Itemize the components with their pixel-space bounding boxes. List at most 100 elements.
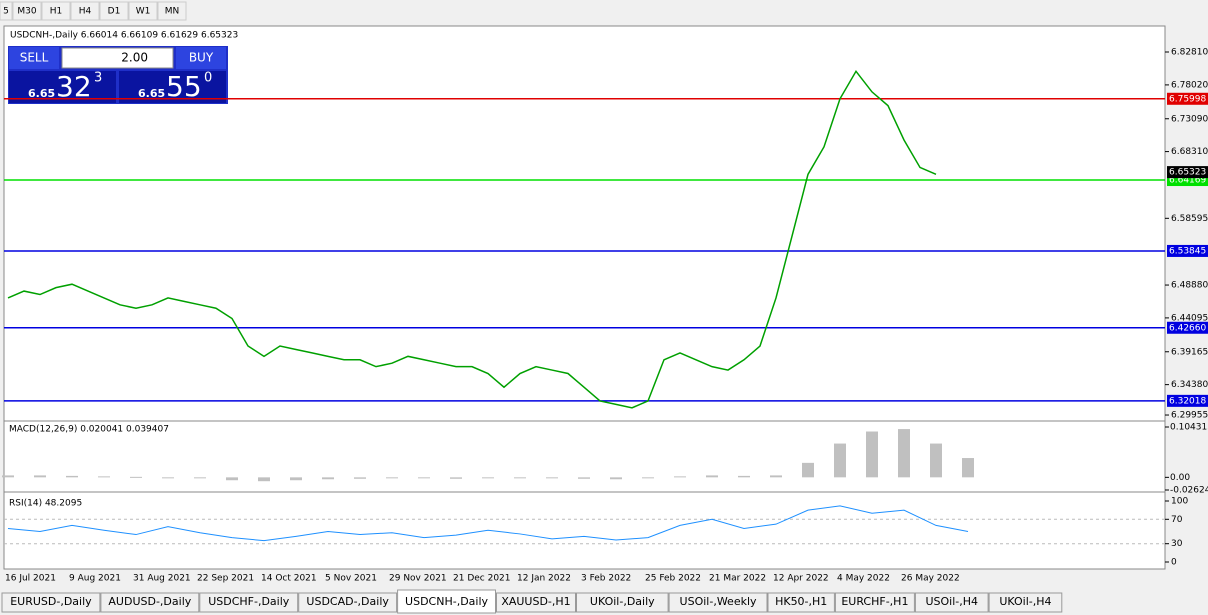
tab[interactable] [668, 592, 768, 613]
macd-bar [194, 477, 206, 479]
macd-bar [290, 477, 302, 481]
sell-big: 32 [56, 70, 92, 103]
date-label: 5 Nov 2021 [325, 574, 377, 584]
tab[interactable] [576, 592, 669, 613]
tab-label: EURUSD-,Daily [10, 595, 92, 608]
date-label: 25 Feb 2022 [645, 574, 701, 584]
macd-tick-label: -0.02624 [1170, 486, 1208, 496]
date-label: 21 Mar 2022 [709, 574, 766, 584]
price-line [7, 69, 937, 409]
timeframe-label: MN [165, 7, 180, 17]
tab-label: AUDUSD-,Daily [108, 595, 191, 608]
buy-prefix: 6.65 [138, 87, 165, 100]
macd-bar [258, 477, 270, 482]
rsi-tick-label: 30 [1171, 539, 1183, 549]
macd-bar [930, 443, 942, 478]
macd-bar [962, 458, 974, 478]
date-label: 4 May 2022 [837, 574, 890, 584]
macd-bar [98, 476, 110, 478]
macd-bar [738, 475, 750, 478]
tab[interactable] [100, 592, 200, 613]
macd-bar [834, 443, 846, 478]
tab-label: XAUUSD-,H1 [501, 595, 570, 608]
timeframe-label: H1 [50, 7, 63, 17]
tab[interactable] [914, 592, 989, 613]
tab[interactable] [298, 592, 398, 613]
date-label: 3 Feb 2022 [581, 574, 631, 584]
macd-bar [610, 477, 622, 480]
timeframe-label: D1 [108, 7, 121, 17]
tab-label: UKOil-,H4 [999, 595, 1051, 608]
macd-bar [482, 477, 494, 479]
macd-bar [418, 477, 430, 479]
macd-bar [2, 475, 14, 478]
tab[interactable] [988, 592, 1063, 613]
rsi-label: RSI(14) 48.2095 [9, 499, 82, 509]
timeframe-button[interactable] [99, 1, 129, 21]
y-tick-label: 6.44095 [1171, 313, 1208, 323]
level-tag [1167, 92, 1208, 105]
tab[interactable] [767, 592, 835, 613]
macd-bar [546, 477, 558, 479]
tab[interactable] [496, 592, 576, 613]
tab[interactable] [1, 592, 101, 613]
lot-input[interactable] [61, 47, 174, 69]
tab-label: USOil-,H4 [925, 595, 978, 608]
tab-label: USDCHF-,Daily [208, 595, 290, 608]
timeframe-button[interactable] [41, 1, 71, 21]
tab-label: EURCHF-,H1 [841, 595, 908, 608]
macd-bar [130, 476, 142, 478]
tab-label: USDCNH-,Daily [405, 595, 488, 608]
macd-bar [866, 431, 878, 478]
lot-value: 2.00 [121, 51, 148, 65]
tab-label: USOil-,Weekly [680, 595, 757, 608]
date-label: 31 Aug 2021 [133, 574, 191, 584]
macd-bar [226, 477, 238, 481]
tab[interactable] [834, 592, 915, 613]
tab[interactable] [397, 589, 497, 614]
timeframe-button[interactable] [70, 1, 100, 21]
y-tick-label: 6.58595 [1171, 214, 1208, 224]
macd-tick-label: 0.00 [1170, 473, 1190, 483]
macd-bar [802, 462, 814, 478]
sell-button[interactable] [9, 47, 59, 69]
date-label: 12 Jan 2022 [517, 574, 571, 584]
y-tick-label: 6.68310 [1171, 147, 1208, 157]
rsi-tick-label: 0 [1171, 558, 1177, 568]
tab-label: HK50-,H1 [775, 595, 827, 608]
date-label: 9 Aug 2021 [69, 574, 121, 584]
y-tick-label: 6.73090 [1171, 114, 1208, 124]
timeframe-button[interactable] [128, 1, 158, 21]
y-tick-label: 6.82810 [1171, 48, 1208, 58]
macd-bar [770, 475, 782, 478]
macd-bar [706, 475, 718, 478]
timeframe-button[interactable] [12, 1, 42, 21]
level-label: 6.64169 [1169, 176, 1206, 186]
rsi-tick-label: 70 [1171, 515, 1183, 525]
macd-label: MACD(12,26,9) 0.020041 0.039407 [9, 425, 169, 435]
macd-bar [162, 477, 174, 479]
date-label: 16 Jul 2021 [5, 574, 56, 584]
macd-bar [642, 477, 654, 479]
macd-bar [578, 477, 590, 479]
level-tag [1167, 394, 1208, 407]
macd-bar [386, 477, 398, 479]
chart-header: USDCNH-,Daily 6.66014 6.66109 6.61629 6.… [10, 31, 238, 41]
timeframe-button[interactable] [157, 1, 187, 21]
buy-sup: 0 [204, 71, 212, 86]
level-tag [1167, 321, 1208, 334]
macd-bar [674, 476, 686, 478]
tab[interactable] [199, 592, 299, 613]
timeframe-button[interactable] [0, 1, 13, 21]
buy-button[interactable] [176, 47, 226, 69]
tab-label: USDCAD-,Daily [306, 595, 389, 608]
macd-bar [34, 475, 46, 478]
price-label: 6.65323 [1169, 168, 1206, 178]
macd-bar [354, 477, 366, 479]
toolbar [0, 0, 1208, 22]
trade-panel: SELL BUY 2.00 6.65 32 3 6.65 55 0 [8, 46, 228, 104]
date-label: 12 Apr 2022 [773, 574, 829, 584]
level-tag [1167, 244, 1208, 257]
